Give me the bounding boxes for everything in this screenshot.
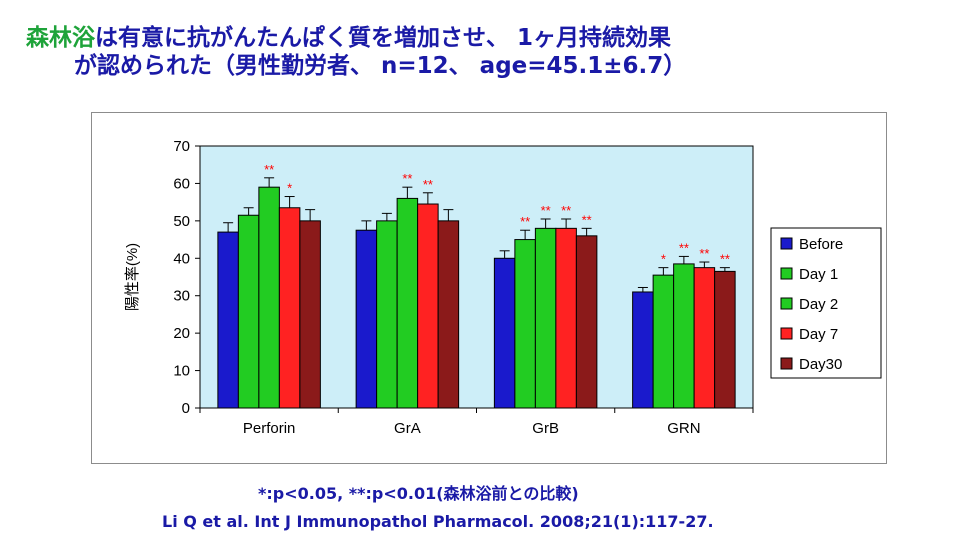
- significance-mark: *: [661, 252, 666, 267]
- y-tick-label: 70: [173, 138, 190, 155]
- bar: [299, 220, 321, 409]
- x-tick-label: GrB: [532, 420, 559, 437]
- x-tick-label: GrA: [394, 420, 421, 437]
- bar: [437, 220, 460, 409]
- significance-mark: **: [720, 252, 730, 267]
- y-tick-label: 60: [173, 175, 190, 192]
- title-highlight: 森林浴: [26, 25, 95, 51]
- legend-swatch: [780, 327, 793, 340]
- bar: [575, 235, 598, 409]
- significance-mark: **: [402, 171, 412, 186]
- bar: [534, 227, 557, 409]
- bar: [632, 291, 654, 409]
- legend-swatch: [780, 237, 793, 250]
- bar: [493, 257, 516, 409]
- title-line2: が認められた（男性勤労者、 n=12、 age=45.1±6.7）: [74, 53, 687, 79]
- bar: [652, 274, 675, 409]
- bar: [278, 207, 301, 409]
- y-tick-label: 40: [173, 250, 190, 267]
- bar: [514, 239, 536, 409]
- bar: [217, 231, 239, 409]
- significance-mark: **: [699, 246, 709, 261]
- bar: [417, 203, 439, 409]
- bar: [673, 263, 695, 409]
- y-tick-label: 0: [182, 400, 190, 417]
- bar: [555, 227, 577, 409]
- bar: [693, 267, 716, 409]
- y-tick-label: 50: [173, 213, 190, 230]
- bar: [258, 186, 280, 409]
- legend-swatch: [780, 357, 793, 370]
- legend-swatch: [780, 267, 793, 280]
- chart-panel: 0 10 20 30 40 50 60 70 陽性率(%) Perforin ** * GrA ** ** G…: [91, 112, 887, 464]
- legend-label: Before: [799, 236, 843, 253]
- slide-title: 森林浴は有意に抗がんたんぱく質を増加させ、 1ヶ月持続効果 が認められた（男性勤…: [26, 24, 686, 80]
- title-rest: は有意に抗がんたんぱく質を増加させ、 1ヶ月持続効果: [95, 25, 672, 51]
- significance-footnote: *:p<0.05, **:p<0.01(森林浴前との比較): [258, 484, 579, 503]
- y-axis-label: 陽性率(%): [124, 243, 141, 311]
- legend-label: Day 7: [799, 326, 838, 343]
- citation: Li Q et al. Int J Immunopathol Pharmacol…: [162, 512, 714, 531]
- significance-mark: **: [679, 240, 689, 255]
- significance-mark: **: [541, 203, 551, 218]
- x-tick-label: Perforin: [243, 420, 296, 437]
- significance-mark: **: [582, 212, 592, 227]
- y-tick-label: 10: [173, 363, 190, 380]
- significance-mark: **: [520, 214, 530, 229]
- y-tick-label: 20: [173, 325, 190, 342]
- significance-mark: **: [561, 203, 571, 218]
- bar: [396, 197, 419, 409]
- x-tick-label: GRN: [667, 420, 700, 437]
- bar: [376, 220, 398, 409]
- legend-label: Day 2: [799, 296, 838, 313]
- y-tick-label: 30: [173, 288, 190, 305]
- bar: [355, 229, 378, 409]
- legend-swatch: [780, 297, 793, 310]
- bar: [237, 214, 260, 409]
- significance-mark: *: [287, 181, 292, 196]
- bar: [714, 270, 736, 409]
- significance-mark: **: [423, 177, 433, 192]
- legend-label: Day30: [799, 356, 842, 373]
- legend-label: Day 1: [799, 266, 838, 283]
- significance-mark: **: [264, 162, 274, 177]
